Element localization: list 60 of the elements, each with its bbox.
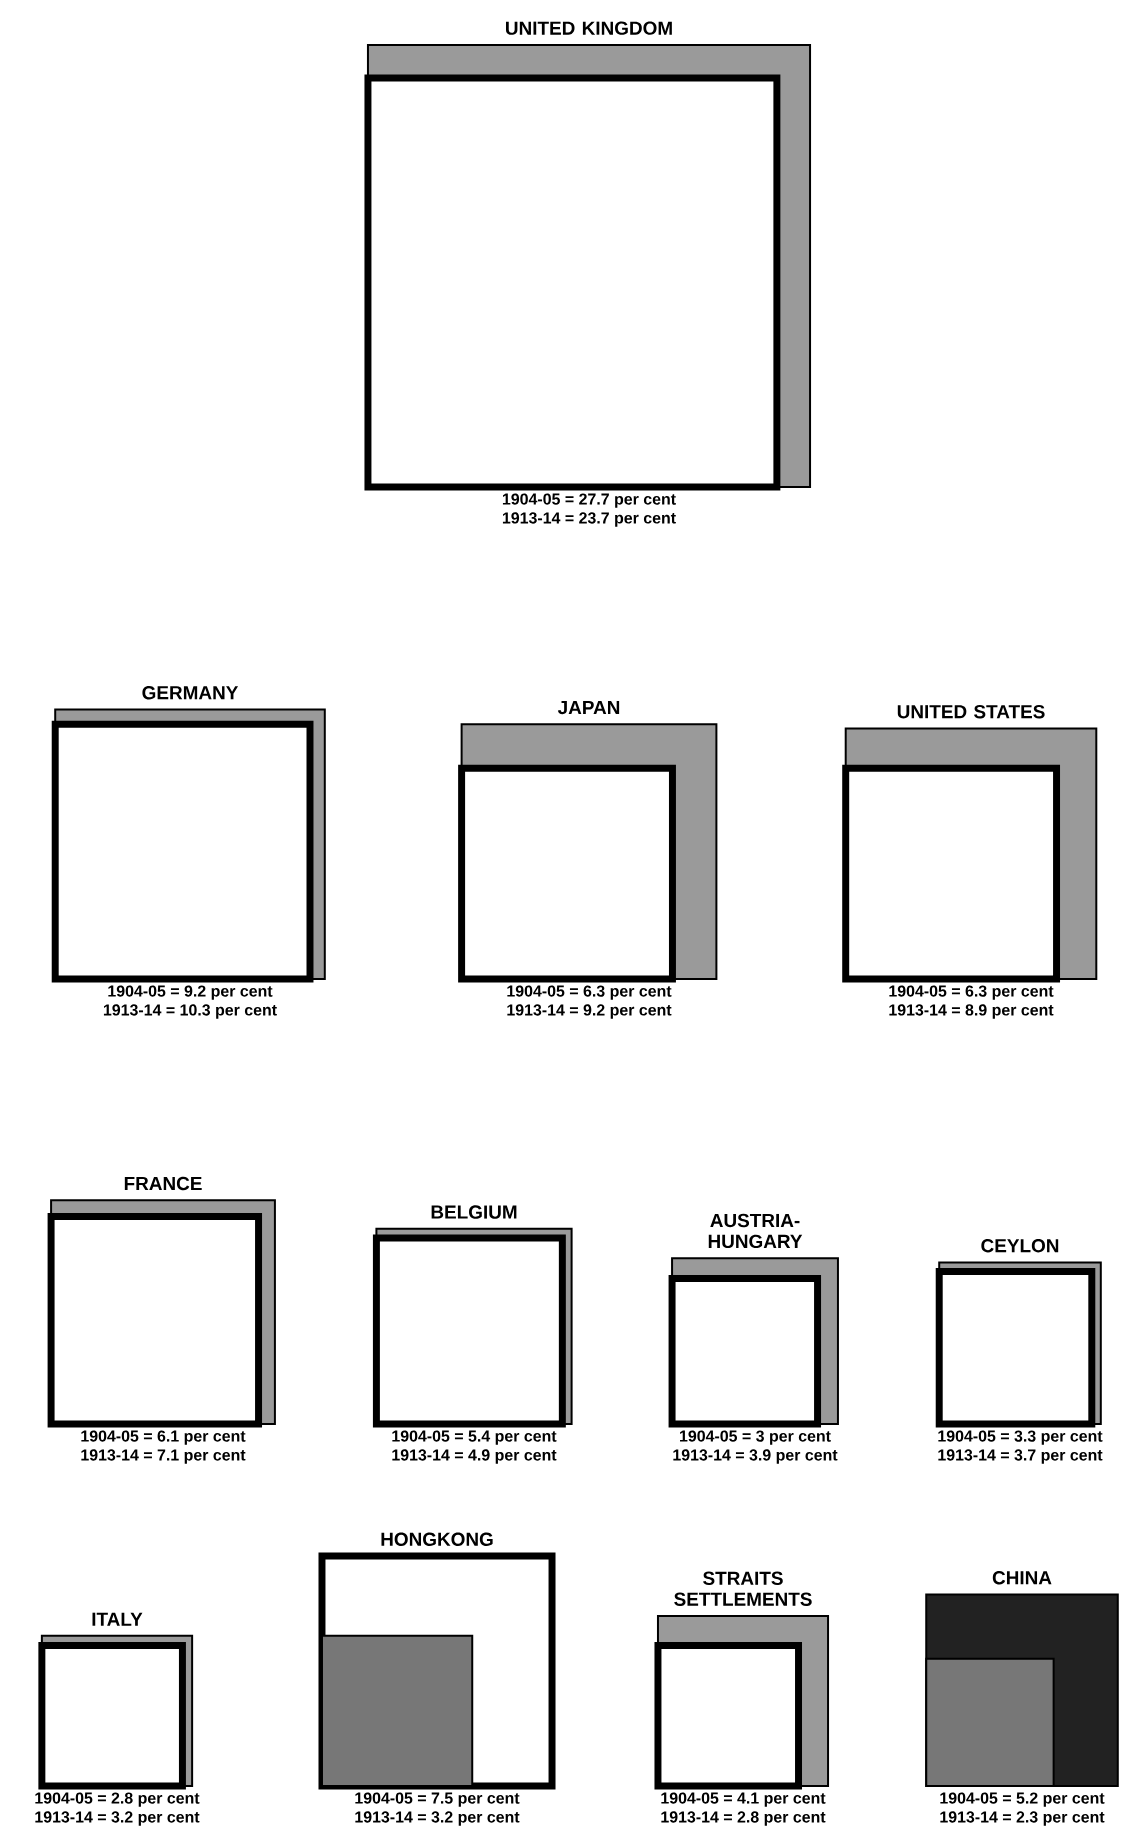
text: ITALY	[92, 1612, 143, 1626]
category-label: 1913-14	[355, 1811, 413, 1823]
data-label: = 10.3 per cent	[166, 1004, 277, 1019]
text: UNITED STATES	[897, 704, 1045, 719]
text: CEYLON	[981, 1238, 1059, 1253]
data-label: = 4.9 per cent	[454, 1449, 557, 1464]
category-label: 1904-05	[355, 1792, 413, 1804]
category-label: 1904-05	[940, 1792, 998, 1804]
category-label: 1904-05	[889, 985, 947, 997]
data-label: = 3.7 per cent	[1000, 1449, 1103, 1464]
category-label: 1904-05	[507, 985, 565, 997]
data-label: = 9.2 per cent	[569, 1004, 672, 1019]
category-label: 1913-14	[673, 1449, 731, 1461]
category-label: 1913-14	[889, 1004, 947, 1016]
category-label: 1913-14	[103, 1004, 162, 1016]
category-label: 1904-05	[392, 1430, 450, 1442]
data-label: = 7.1 per cent	[143, 1449, 246, 1464]
text: UNITED KINGDOM	[506, 21, 672, 35]
category-label: 1913-14	[392, 1449, 450, 1461]
data-label: = 3.3 per cent	[1000, 1430, 1103, 1445]
data-label: = 2.8 per cent	[97, 1792, 200, 1807]
category-label: 1913-14	[507, 1004, 565, 1016]
category-label: 1913-14	[661, 1811, 719, 1823]
text: STRAITS SETTLEMENTS	[674, 1571, 812, 1606]
category-label: 1904-05	[81, 1430, 139, 1442]
data-label: = 3.2 per cent	[97, 1811, 200, 1826]
category-label: 1904-05	[108, 985, 166, 997]
data-label: = 3.2 per cent	[417, 1811, 520, 1826]
data-label: = 7.5 per cent	[417, 1792, 520, 1807]
category-label: 1904-05	[35, 1792, 93, 1804]
data-label: = 3 per cent	[742, 1430, 831, 1445]
data-label: = 27.7 per cent	[565, 493, 676, 508]
data-label: = 9.2 per cent	[170, 985, 273, 1000]
data-label: = 6.3 per cent	[951, 985, 1054, 1000]
category-label: 1904-05	[680, 1430, 738, 1442]
text: BELGIUM	[431, 1205, 517, 1219]
text: HONGKONG	[381, 1532, 493, 1546]
data-label: = 3.9 per cent	[735, 1449, 838, 1464]
text: FRANCE	[124, 1176, 202, 1191]
data-label: = 4.1 per cent	[723, 1792, 826, 1807]
data-label: = 2.8 per cent	[723, 1811, 826, 1826]
text: GERMANY	[142, 685, 239, 700]
category-label: 1913-14	[940, 1811, 998, 1823]
data-label: = 6.1 per cent	[143, 1430, 246, 1445]
text: AUSTRIA-HUNGARY	[708, 1213, 803, 1249]
data-label: = 23.7 per cent	[565, 512, 676, 527]
data-label: = 6.3 per cent	[569, 985, 672, 1000]
text: CHINA	[992, 1571, 1052, 1585]
data-label: = 5.4 per cent	[454, 1430, 557, 1445]
data-label: = 5.2 per cent	[1002, 1792, 1105, 1807]
category-label: 1904-05	[502, 493, 560, 505]
category-label: 1913-14	[81, 1449, 139, 1461]
category-label: 1904-05	[661, 1792, 719, 1804]
data-label: = 2.3 per cent	[1002, 1811, 1105, 1826]
data-label: = 8.9 per cent	[951, 1004, 1054, 1019]
text: JAPAN	[557, 700, 620, 715]
category-label: 1913-14	[35, 1811, 93, 1823]
category-label: 1913-14	[502, 512, 561, 524]
category-label: 1913-14	[938, 1449, 996, 1461]
category-label: 1904-05	[938, 1430, 996, 1442]
